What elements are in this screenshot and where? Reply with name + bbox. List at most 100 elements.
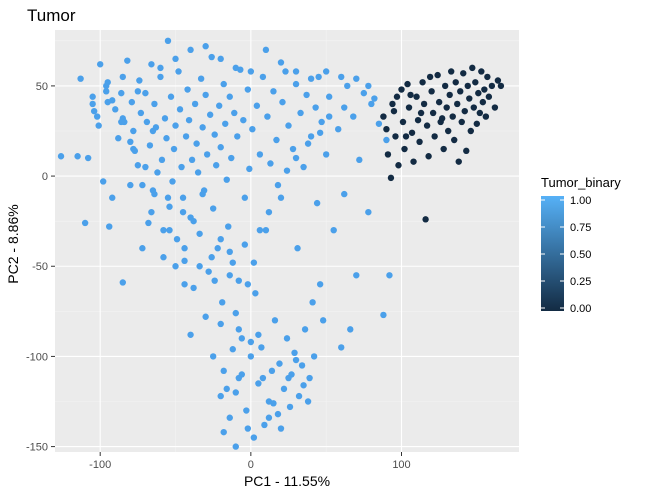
data-point	[440, 145, 447, 153]
data-point	[134, 162, 142, 169]
data-point	[455, 158, 462, 165]
data-point	[482, 113, 490, 120]
data-point	[181, 245, 188, 252]
data-point	[167, 93, 175, 100]
data-point	[202, 313, 209, 320]
data-point	[151, 190, 158, 198]
chart-title: Tumor	[27, 6, 76, 25]
data-point	[164, 194, 172, 201]
data-point	[149, 127, 157, 135]
data-point	[476, 109, 484, 117]
data-point	[194, 169, 202, 176]
data-point	[485, 93, 493, 100]
legend-title: Tumor_binary	[541, 175, 621, 190]
data-point	[422, 216, 429, 223]
data-point	[109, 194, 116, 201]
data-point	[417, 109, 425, 117]
data-point	[273, 136, 280, 144]
data-point	[338, 344, 345, 351]
data-point	[277, 59, 285, 66]
y-tick-label: -50	[32, 261, 48, 273]
data-point	[127, 181, 134, 189]
legend-tick-label: 0.50	[570, 249, 591, 261]
data-point	[202, 91, 209, 99]
data-point	[163, 135, 170, 142]
data-point	[223, 176, 230, 183]
data-point	[136, 77, 143, 84]
data-point	[220, 367, 227, 375]
data-point	[316, 281, 324, 288]
data-point	[380, 113, 387, 120]
data-point	[497, 82, 505, 90]
data-point	[399, 118, 407, 126]
legend-tick-label: 0.25	[570, 276, 591, 288]
data-point	[203, 151, 211, 158]
data-point	[413, 93, 420, 100]
data-point	[160, 254, 167, 261]
data-point	[457, 88, 464, 95]
data-point	[228, 154, 235, 162]
data-point	[393, 93, 401, 100]
data-point	[300, 163, 307, 171]
data-point	[220, 80, 227, 88]
data-point	[217, 320, 224, 328]
data-point	[172, 55, 179, 63]
data-point	[119, 73, 126, 81]
data-point	[146, 142, 154, 149]
data-point	[265, 208, 273, 216]
data-point	[197, 75, 205, 82]
data-point	[154, 169, 161, 176]
data-point	[286, 403, 294, 411]
data-point	[292, 356, 300, 364]
data-point	[57, 153, 65, 160]
data-point	[259, 73, 267, 81]
data-point	[356, 156, 363, 164]
data-point	[220, 428, 227, 436]
data-point	[157, 73, 164, 81]
data-point	[137, 109, 145, 117]
data-point	[353, 272, 360, 279]
data-point	[246, 165, 253, 173]
data-point	[175, 68, 182, 75]
data-point	[438, 115, 446, 122]
data-point	[410, 158, 417, 165]
data-point	[96, 61, 104, 68]
data-point	[431, 133, 438, 140]
data-point	[199, 190, 206, 198]
data-point	[182, 133, 190, 140]
data-point	[380, 311, 387, 319]
data-point	[279, 98, 286, 106]
data-point	[81, 219, 89, 227]
data-point	[463, 147, 470, 155]
data-points	[57, 37, 505, 450]
y-axis-title: PC2 - 8.86%	[5, 204, 21, 283]
data-point	[479, 98, 487, 106]
data-point	[255, 331, 262, 338]
data-point	[196, 230, 203, 237]
data-point	[426, 73, 434, 81]
data-point	[291, 349, 298, 357]
data-point	[449, 113, 456, 120]
data-point	[277, 194, 285, 201]
x-tick-label: 100	[392, 459, 410, 471]
data-point	[322, 151, 330, 158]
data-point	[368, 100, 375, 108]
data-point	[310, 353, 318, 360]
data-point	[451, 136, 458, 144]
legend-colorbar	[541, 196, 564, 311]
data-point	[276, 360, 283, 367]
data-point	[103, 82, 110, 90]
data-point	[295, 392, 303, 400]
data-point	[316, 129, 324, 136]
data-point	[226, 93, 233, 100]
data-point	[206, 111, 214, 118]
data-point	[191, 100, 199, 108]
data-point	[443, 104, 450, 111]
data-point	[109, 97, 116, 104]
data-point	[419, 79, 426, 86]
data-point	[469, 64, 476, 72]
data-point	[371, 95, 378, 102]
data-point	[103, 88, 110, 95]
data-point	[231, 109, 238, 117]
data-point	[360, 89, 368, 97]
